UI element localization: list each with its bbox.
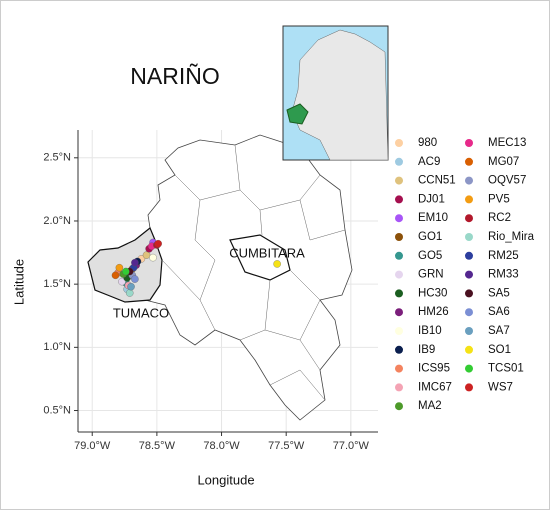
legend-marker xyxy=(395,270,403,279)
x-axis-title: Longitude xyxy=(197,472,254,487)
legend-marker xyxy=(465,364,473,373)
legend-marker xyxy=(465,327,473,335)
legend-label: 980 xyxy=(418,137,437,149)
legend-label: IB10 xyxy=(418,325,442,337)
legend-label: CCN51 xyxy=(418,175,456,187)
title: NARIÑO xyxy=(130,63,219,89)
sample-point xyxy=(127,282,135,291)
legend-label: MG07 xyxy=(488,156,519,168)
legend-marker xyxy=(395,327,403,335)
x-tick-label: 78.5°W xyxy=(139,440,176,452)
sample-point xyxy=(273,260,281,268)
place-label: TUMACO xyxy=(113,305,169,320)
legend-marker xyxy=(395,214,403,223)
legend-label: SA7 xyxy=(488,325,510,337)
legend-label: ICS95 xyxy=(418,363,450,375)
legend-label: Rio_Mira xyxy=(488,231,535,243)
legend-marker xyxy=(395,308,403,317)
y-tick-label: 1.5°N xyxy=(43,278,71,290)
department-outline xyxy=(87,134,353,421)
legend-label: MEC13 xyxy=(488,137,526,149)
legend-marker xyxy=(395,195,403,204)
legend-label: HC30 xyxy=(418,287,447,299)
legend-marker xyxy=(465,345,473,354)
place-label: CUMBITARA xyxy=(229,245,305,260)
region-map xyxy=(87,134,353,421)
y-tick-label: 2.0°N xyxy=(43,215,71,227)
legend-marker xyxy=(395,233,403,241)
sample-point xyxy=(115,263,124,272)
legend-marker xyxy=(465,383,473,392)
legend-marker xyxy=(395,364,403,373)
legend-marker xyxy=(465,270,473,279)
legend-marker xyxy=(395,251,403,260)
legend-label: GRN xyxy=(418,269,444,281)
legend-marker xyxy=(395,157,403,166)
legend-label: RC2 xyxy=(488,212,511,224)
legend-marker xyxy=(465,157,473,166)
legend-label: SO1 xyxy=(488,344,511,356)
sample-point xyxy=(118,277,126,286)
legend-label: MA2 xyxy=(418,400,442,412)
y-tick-label: 0.5°N xyxy=(43,404,71,416)
y-axis-title: Latitude xyxy=(11,259,26,305)
legend-marker xyxy=(395,402,403,411)
legend-label: PV5 xyxy=(488,193,510,205)
legend-marker xyxy=(395,345,403,354)
inset-map xyxy=(282,25,389,161)
legend-label: SA6 xyxy=(488,306,510,318)
legend-label: IMC67 xyxy=(418,381,452,393)
legend-label: SA5 xyxy=(488,287,510,299)
legend-label: RM25 xyxy=(488,250,519,262)
legend-marker xyxy=(465,195,473,204)
legend-marker xyxy=(465,139,473,147)
municipal-borders xyxy=(161,144,346,401)
legend-marker xyxy=(395,176,403,185)
legend-label: RM33 xyxy=(488,269,519,281)
x-tick-label: 77.5°W xyxy=(268,440,305,452)
sample-point xyxy=(131,275,139,283)
sample-point xyxy=(142,251,151,259)
legend-label: GO1 xyxy=(418,231,442,243)
sample-point xyxy=(122,267,130,276)
legend-label: EM10 xyxy=(418,212,448,224)
legend-label: GO5 xyxy=(418,250,442,262)
legend-label: IB9 xyxy=(418,344,435,356)
x-tick-label: 79.0°W xyxy=(74,440,111,452)
legend-label: TCS01 xyxy=(488,363,524,375)
inset-highlight xyxy=(286,103,309,125)
sample-point xyxy=(149,253,157,262)
legend-label: HM26 xyxy=(418,306,449,318)
sample-point xyxy=(125,289,134,297)
x-tick-label: 77.0°W xyxy=(333,440,370,452)
sample-point xyxy=(131,258,139,267)
legend-marker xyxy=(465,176,473,185)
legend-marker xyxy=(465,214,473,223)
legend-marker xyxy=(395,289,403,298)
legend-marker xyxy=(465,289,473,298)
legend-marker xyxy=(465,308,473,317)
legend-label: AC9 xyxy=(418,156,440,168)
y-tick-label: 1.0°N xyxy=(43,341,71,353)
legend-marker xyxy=(395,383,403,392)
sample-point xyxy=(154,239,162,248)
legend-label: DJ01 xyxy=(418,193,445,205)
legend-marker xyxy=(465,233,473,241)
legend-marker xyxy=(395,139,403,147)
y-tick-label: 2.5°N xyxy=(43,152,71,164)
legend-marker xyxy=(465,251,473,260)
legend-label: OQV57 xyxy=(488,175,526,187)
sample-point xyxy=(111,271,120,280)
x-tick-label: 78.0°W xyxy=(203,440,240,452)
legend-label: WS7 xyxy=(488,381,513,393)
